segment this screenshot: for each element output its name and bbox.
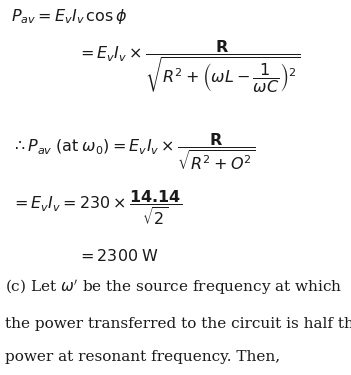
Text: $P_{av}  = E_v I_v \, \cos\phi$: $P_{av} = E_v I_v \, \cos\phi$ (11, 8, 127, 26)
Text: $= E_v I_v  = 230 \times \dfrac{\mathbf{14.14}}{\sqrt{2}}$: $= E_v I_v = 230 \times \dfrac{\mathbf{1… (11, 189, 181, 228)
Text: the power transferred to the circuit is half the: the power transferred to the circuit is … (5, 317, 351, 332)
Text: power at resonant frequency. Then,: power at resonant frequency. Then, (5, 350, 280, 364)
Text: $\therefore P_{av} \; (\mathrm{at}\; \omega_0) = E_v I_v \times \dfrac{\mathbf{R: $\therefore P_{av} \; (\mathrm{at}\; \om… (11, 132, 255, 172)
Text: (c) Let $\omega'$ be the source frequency at which: (c) Let $\omega'$ be the source frequenc… (5, 277, 343, 297)
Text: $= 2300 \; \mathrm{W}$: $= 2300 \; \mathrm{W}$ (77, 248, 159, 266)
Text: $= E_v I_v \times \dfrac{\mathbf{R}}{\sqrt{R^2 + \left(\omega L - \dfrac{1}{\ome: $= E_v I_v \times \dfrac{\mathbf{R}}{\sq… (77, 39, 300, 96)
